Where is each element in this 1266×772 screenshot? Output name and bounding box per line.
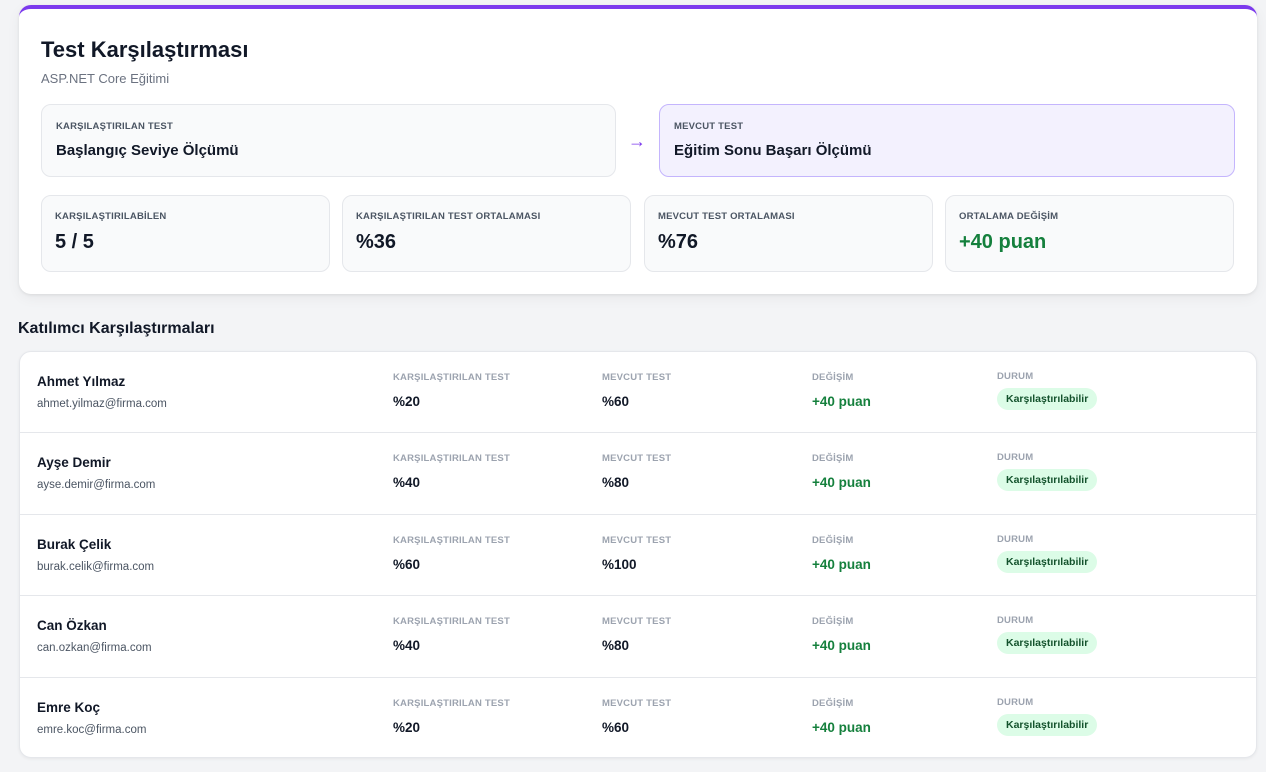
stat-label: KARŞILAŞTIRILABİLEN	[55, 211, 167, 222]
participant-email: emre.koc@firma.com	[37, 723, 147, 736]
participant-row: Can Özkan can.ozkan@firma.com KARŞILAŞTI…	[20, 596, 1256, 678]
current-score: %60	[602, 719, 630, 735]
change-value: +40 puan	[812, 719, 871, 735]
participant-email: ayse.demir@firma.com	[37, 479, 156, 492]
stat-value: 5 / 5	[55, 231, 94, 253]
current-score: %80	[602, 475, 630, 491]
participant-row: Emre Koç emre.koc@firma.com KARŞILAŞTIRI…	[20, 678, 1256, 757]
page-title: Test Karşılaştırması	[41, 37, 249, 62]
current-test-label: MEVCUT TEST	[674, 121, 744, 132]
participant-row: Ayşe Demir ayse.demir@firma.com KARŞILAŞ…	[20, 433, 1256, 515]
stat-label: MEVCUT TEST ORTALAMASI	[658, 211, 795, 222]
summary-card: Test Karşılaştırması ASP.NET Core Eğitim…	[19, 5, 1257, 294]
compared-score-cell: KARŞILAŞTIRILAN TEST %20	[393, 698, 510, 735]
participant-email: ahmet.yilmaz@firma.com	[37, 398, 167, 410]
stat-label: ORTALAMA DEĞİŞİM	[959, 211, 1059, 222]
stat-label: KARŞILAŞTIRILAN TEST ORTALAMASI	[356, 211, 541, 222]
column-label: DEĞİŞİM	[812, 616, 854, 628]
current-score: %60	[602, 394, 630, 409]
current-test-name: Eğitim Sonu Başarı Ölçümü	[674, 142, 872, 159]
change-value: +40 puan	[812, 475, 871, 491]
section-title: Katılımcı Karşılaştırmaları	[18, 320, 215, 337]
status-cell: DURUM Karşılaştırılabilir	[997, 371, 1098, 410]
current-score: %80	[602, 638, 630, 654]
arrow-right-icon: →	[628, 131, 646, 151]
participant-row: Ahmet Yılmaz ahmet.yilmaz@firma.com KARŞ…	[20, 352, 1256, 434]
change-cell: DEĞİŞİM +40 puan	[812, 535, 871, 572]
current-score-cell: MEVCUT TEST %60	[602, 372, 671, 409]
column-label: KARŞILAŞTIRILAN TEST	[393, 697, 510, 709]
status-cell: DURUM Karşılaştırılabilir	[997, 615, 1098, 655]
participant-name: Ayşe Demir	[37, 455, 111, 471]
participant-name: Emre Koç	[37, 699, 101, 715]
column-label: MEVCUT TEST	[602, 534, 672, 546]
change-value: +40 puan	[812, 638, 871, 654]
column-label: MEVCUT TEST	[602, 453, 672, 465]
participant-row: Burak Çelik burak.celik@firma.com KARŞIL…	[20, 515, 1256, 597]
compared-score-cell: KARŞILAŞTIRILAN TEST %40	[393, 453, 510, 490]
participant-name: Can Özkan	[37, 618, 107, 634]
status-badge: Karşılaştırılabilir	[997, 550, 1098, 573]
compared-score-cell: KARŞILAŞTIRILAN TEST %40	[393, 616, 510, 653]
column-label: DURUM	[997, 615, 1034, 627]
change-cell: DEĞİŞİM +40 puan	[812, 372, 871, 409]
stat-value: %76	[658, 231, 699, 253]
participant-list: Ahmet Yılmaz ahmet.yilmaz@firma.com KARŞ…	[19, 351, 1257, 758]
compared-score: %20	[393, 719, 421, 735]
compared-score: %20	[393, 394, 421, 409]
column-label: DURUM	[997, 533, 1034, 545]
participant-email: burak.celik@firma.com	[37, 560, 155, 573]
status-badge: Karşılaştırılabilir	[997, 469, 1098, 492]
status-cell: DURUM Karşılaştırılabilir	[997, 533, 1098, 573]
compared-test-name: Başlangıç Seviye Ölçümü	[56, 142, 239, 159]
participant-name: Burak Çelik	[37, 536, 112, 552]
current-score: %100	[602, 556, 637, 572]
participant-name: Ahmet Yılmaz	[37, 374, 126, 389]
change-value: +40 puan	[812, 556, 871, 572]
stat-average-change: ORTALAMA DEĞİŞİM +40 puan	[945, 195, 1234, 272]
status-badge: Karşılaştırılabilir	[997, 632, 1098, 655]
column-label: MEVCUT TEST	[602, 616, 672, 628]
status-badge: Karşılaştırılabilir	[997, 388, 1098, 410]
column-label: MEVCUT TEST	[602, 697, 672, 709]
current-score-cell: MEVCUT TEST %60	[602, 698, 671, 735]
current-test-box: MEVCUT TEST Eğitim Sonu Başarı Ölçümü	[659, 104, 1235, 177]
compared-score-cell: KARŞILAŞTIRILAN TEST %60	[393, 535, 510, 572]
status-cell: DURUM Karşılaştırılabilir	[997, 696, 1098, 736]
column-label: DURUM	[997, 452, 1034, 464]
stat-compared-average: KARŞILAŞTIRILAN TEST ORTALAMASI %36	[342, 195, 631, 272]
compared-test-box: KARŞILAŞTIRILAN TEST Başlangıç Seviye Öl…	[41, 104, 616, 177]
compared-test-label: KARŞILAŞTIRILAN TEST	[56, 121, 173, 132]
column-label: DEĞİŞİM	[812, 697, 854, 709]
compared-score: %60	[393, 556, 421, 572]
column-label: DEĞİŞİM	[812, 534, 854, 546]
column-label: KARŞILAŞTIRILAN TEST	[393, 453, 510, 465]
column-label: DEĞİŞİM	[812, 453, 854, 465]
current-score-cell: MEVCUT TEST %100	[602, 535, 671, 572]
change-cell: DEĞİŞİM +40 puan	[812, 698, 871, 735]
compared-score: %40	[393, 475, 421, 491]
change-cell: DEĞİŞİM +40 puan	[812, 616, 871, 653]
column-label: KARŞILAŞTIRILAN TEST	[393, 616, 510, 628]
current-score-cell: MEVCUT TEST %80	[602, 616, 671, 653]
page-subtitle: ASP.NET Core Eğitimi	[41, 71, 170, 86]
stat-value: +40 puan	[959, 231, 1047, 253]
compared-score-cell: KARŞILAŞTIRILAN TEST %20	[393, 372, 510, 409]
change-value: +40 puan	[812, 394, 871, 409]
status-badge: Karşılaştırılabilir	[997, 713, 1098, 736]
participant-email: can.ozkan@firma.com	[37, 642, 152, 655]
column-label: KARŞILAŞTIRILAN TEST	[393, 534, 510, 546]
current-score-cell: MEVCUT TEST %80	[602, 453, 671, 490]
stat-comparable: KARŞILAŞTIRILABİLEN 5 / 5	[41, 195, 330, 272]
change-cell: DEĞİŞİM +40 puan	[812, 453, 871, 490]
column-label: DURUM	[997, 371, 1034, 382]
column-label: MEVCUT TEST	[602, 372, 672, 383]
status-cell: DURUM Karşılaştırılabilir	[997, 452, 1098, 492]
compared-score: %40	[393, 638, 421, 654]
stat-current-average: MEVCUT TEST ORTALAMASI %76	[644, 195, 933, 272]
column-label: KARŞILAŞTIRILAN TEST	[393, 372, 510, 383]
stat-value: %36	[356, 231, 397, 253]
column-label: DEĞİŞİM	[812, 372, 854, 383]
column-label: DURUM	[997, 696, 1034, 708]
